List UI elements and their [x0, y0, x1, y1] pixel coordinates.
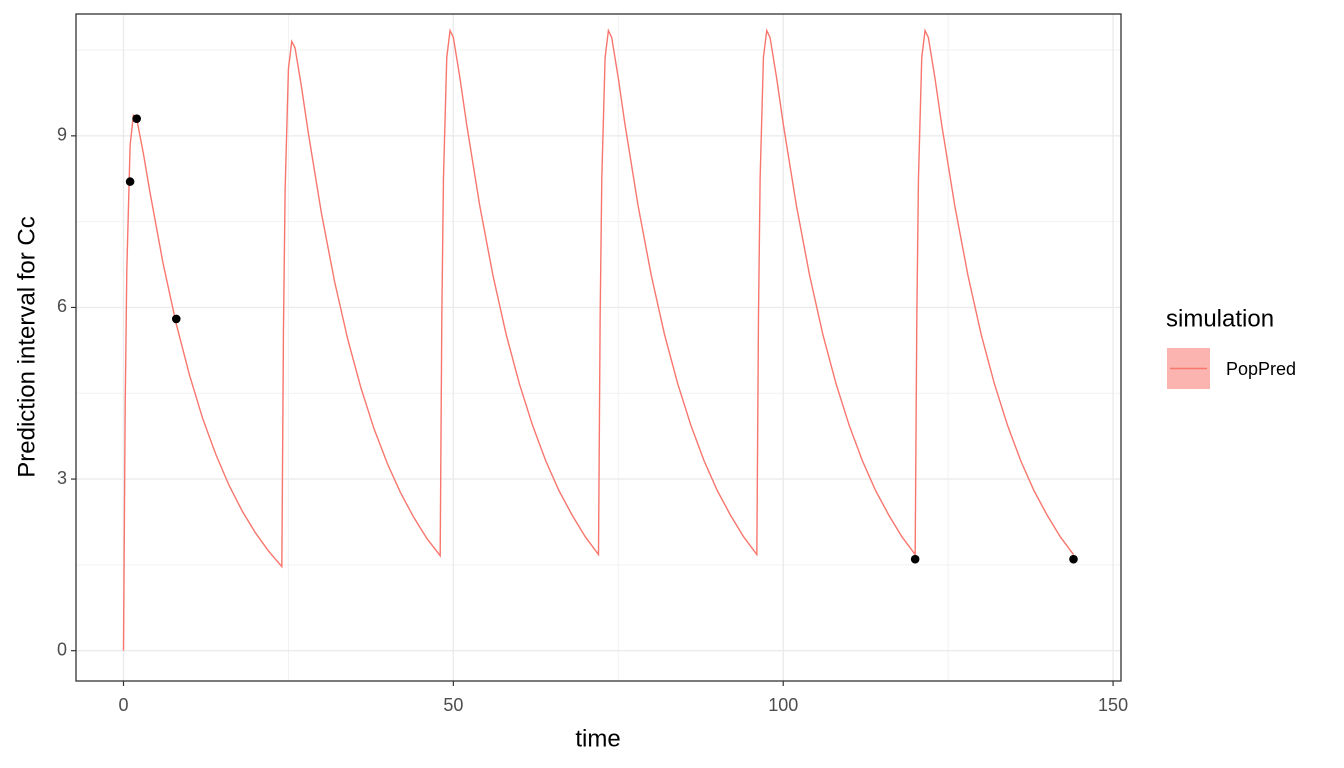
panel-border — [75, 13, 1122, 682]
y-tick-label: 0 — [57, 639, 67, 659]
legend-label: PopPred — [1226, 359, 1296, 379]
observation-point — [125, 177, 135, 186]
x-tick-label: 150 — [1098, 695, 1128, 715]
y-tick-label: 3 — [57, 468, 67, 488]
x-tick-label: 100 — [768, 695, 798, 715]
line — [122, 28, 1075, 651]
y-tick-label: 9 — [57, 125, 67, 145]
observation-point — [171, 314, 181, 324]
marks — [122, 28, 1078, 651]
observation-point — [132, 114, 141, 123]
observation-point — [1069, 554, 1078, 564]
y-tick-label: 6 — [57, 296, 67, 316]
x-tick-label: 50 — [443, 695, 463, 715]
x-tick-label: 0 — [118, 695, 128, 715]
legend-title: simulation — [1166, 305, 1274, 332]
y-axis-title: Prediction interval for Cc — [13, 216, 40, 477]
x-axis-title: time — [575, 725, 620, 752]
observation-point — [910, 554, 920, 564]
